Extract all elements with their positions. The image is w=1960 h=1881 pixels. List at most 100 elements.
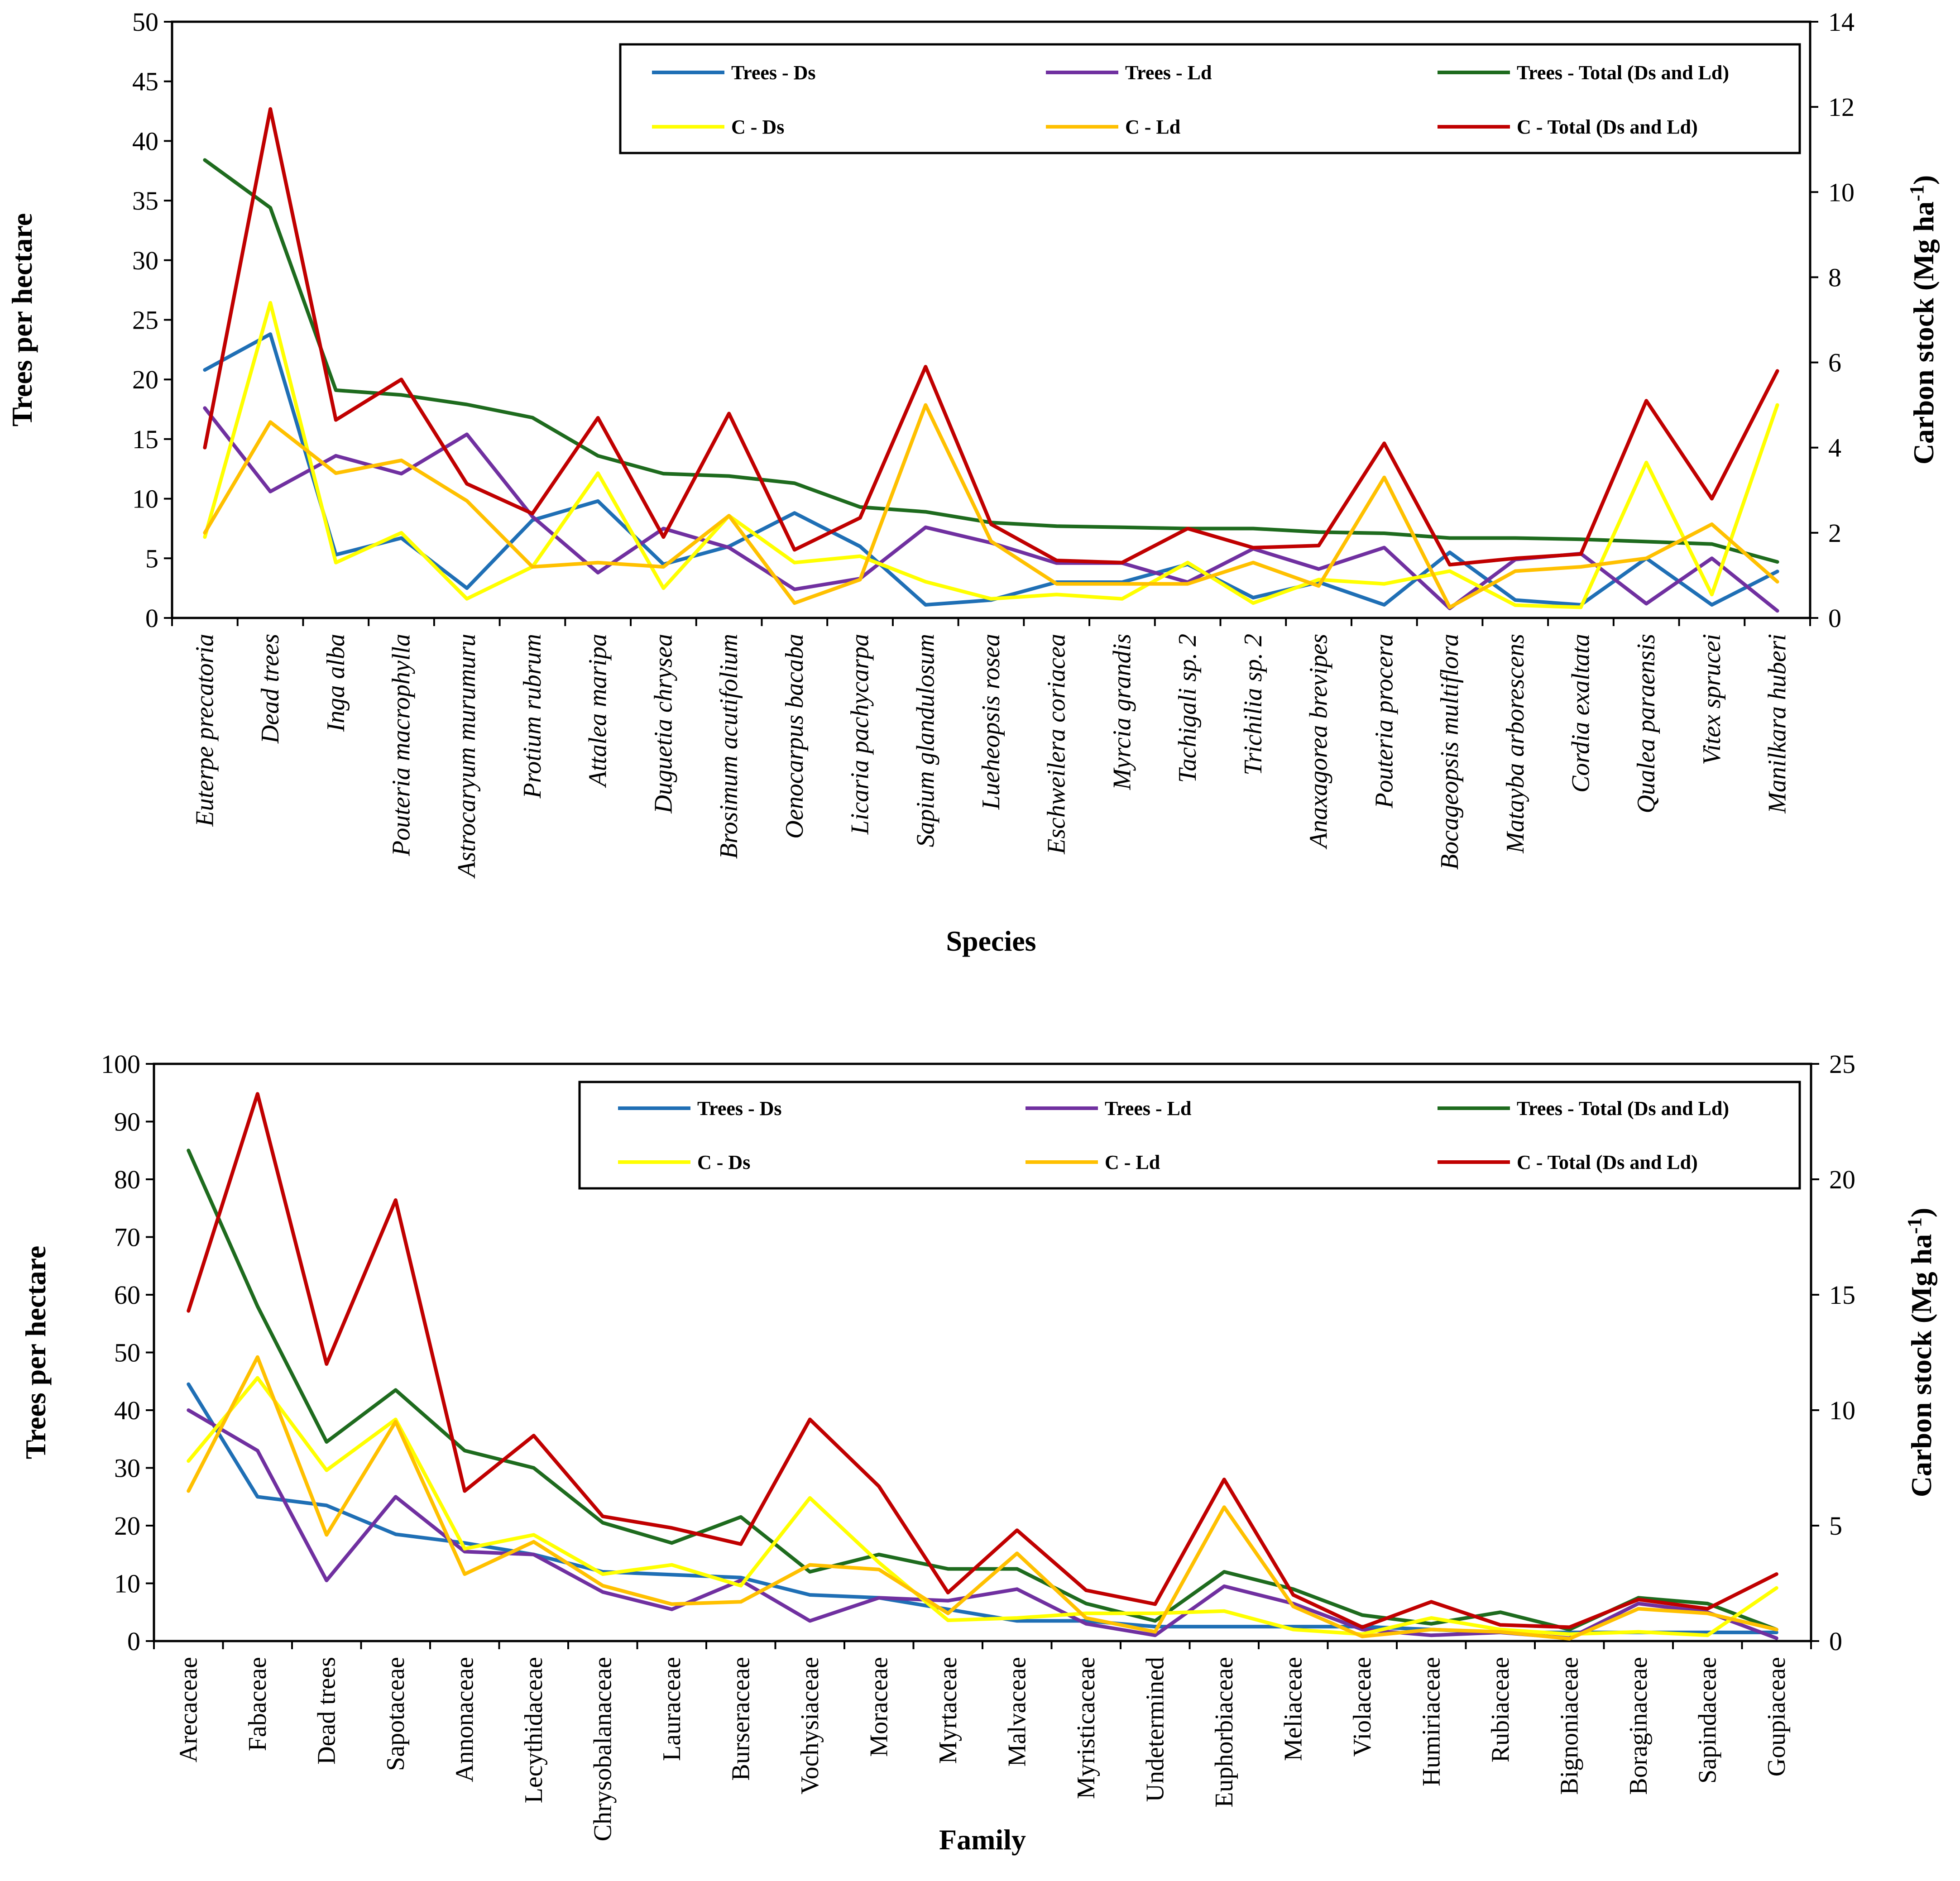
x-axis-title: Species	[946, 925, 1036, 957]
y-tick-label: 70	[114, 1223, 140, 1252]
y2-tick-label: 15	[1829, 1280, 1855, 1310]
y2-tick-label: 10	[1829, 1396, 1855, 1425]
y2-tick-label: 6	[1828, 348, 1841, 378]
category-label: Myrcia grandis	[1108, 634, 1136, 790]
y2-tick-label: 2	[1828, 518, 1841, 548]
category-label: Sapotaceae	[382, 1657, 410, 1771]
category-label: Violaceae	[1348, 1657, 1376, 1757]
category-label: Duguetia chrysea	[649, 634, 677, 814]
category-label: Tachigali sp. 2	[1174, 634, 1202, 783]
category-label: Sapindaceae	[1693, 1657, 1721, 1784]
category-label: Rubiaceae	[1486, 1657, 1514, 1762]
y-axis-title: Trees per hectare	[19, 1246, 52, 1460]
y2-tick-label: 0	[1829, 1627, 1842, 1656]
y2-tick-label: 8	[1828, 263, 1841, 292]
y-tick-label: 50	[132, 7, 158, 37]
category-label: Matayba arborescens	[1501, 634, 1529, 854]
category-label: Oenocarpus bacaba	[781, 634, 809, 839]
legend-label-c-ds: C - Ds	[697, 1151, 750, 1173]
category-label: Fabaceae	[244, 1657, 272, 1751]
legend-label-trees-ds: Trees - Ds	[731, 62, 816, 84]
y-tick-label: 30	[132, 246, 158, 275]
category-label: Arecaceae	[174, 1657, 202, 1762]
series-line-c-total	[203, 107, 1779, 567]
y-tick-label: 5	[145, 544, 158, 573]
y2-tick-label: 14	[1828, 7, 1855, 37]
category-label: Trichilia sp. 2	[1239, 634, 1267, 775]
y-tick-label: 90	[114, 1107, 140, 1137]
y-tick-label: 0	[127, 1627, 140, 1656]
y-tick-label: 20	[114, 1511, 140, 1541]
y2-tick-label: 12	[1828, 92, 1855, 122]
x-axis-title: Family	[939, 1824, 1026, 1856]
legend-label-trees-ds: Trees - Ds	[697, 1097, 782, 1120]
legend-label-c-total: C - Total (Ds and Ld)	[1517, 116, 1698, 138]
y-tick-label: 0	[145, 603, 158, 633]
legend-label-c-ld: C - Ld	[1105, 1151, 1160, 1173]
y2-tick-label: 10	[1828, 177, 1855, 207]
category-label: Bignoniaceae	[1555, 1657, 1583, 1795]
legend-label-trees-ld: Trees - Ld	[1105, 1097, 1191, 1120]
series-line-trees-ld	[203, 406, 1779, 613]
category-label: Qualea paraensis	[1632, 634, 1660, 814]
category-label: Manilkara huberi	[1764, 634, 1792, 814]
category-label: Annonaceae	[450, 1657, 479, 1782]
category-label: Boraginaceae	[1625, 1657, 1653, 1795]
category-label: Licaria pachycarpa	[846, 634, 874, 835]
category-label: Meliaceae	[1279, 1657, 1307, 1761]
category-label: Vitex sprucei	[1698, 634, 1726, 765]
category-label: Anaxagorea brevipes	[1305, 634, 1333, 850]
y-tick-label: 100	[101, 1049, 140, 1079]
category-label: Inga alba	[322, 634, 350, 732]
y-tick-label: 60	[114, 1280, 140, 1310]
legend-label-c-ld: C - Ld	[1125, 116, 1180, 138]
y2-axis-title: Carbon stock (Mg ha-1)	[1906, 175, 1940, 464]
category-label: Myrtaceae	[934, 1657, 962, 1764]
legend-label-trees-total: Trees - Total (Ds and Ld)	[1517, 62, 1729, 84]
family-chart: 0 10 20 30 40 50 60 70 80 90 100 0 5 10 15 20 25 Arecacea…	[19, 1049, 1937, 1856]
y2-tick-label: 4	[1828, 433, 1841, 463]
y-tick-label: 40	[114, 1396, 140, 1425]
series-line-trees-ds	[203, 332, 1779, 607]
y-tick-label: 40	[132, 126, 158, 156]
category-label: Astrocaryum murumuru	[453, 634, 481, 879]
series-line-c-ds	[203, 301, 1779, 609]
legend-label-c-total: C - Total (Ds and Ld)	[1517, 1151, 1698, 1173]
y2-tick-label: 0	[1828, 603, 1841, 633]
category-label: Burseraceae	[727, 1657, 755, 1781]
category-label: Lecythidaceae	[520, 1657, 548, 1803]
category-label: Cordia exaltata	[1567, 634, 1595, 793]
category-label: Malvaceae	[1003, 1657, 1031, 1766]
y-tick-label: 50	[114, 1338, 140, 1368]
series-line-c-ld	[187, 1355, 1778, 1641]
legend-label-c-ds: C - Ds	[731, 116, 784, 138]
y-axis-title: Trees per hectare	[6, 213, 38, 427]
series-line-trees-total	[203, 158, 1779, 564]
legend-label-trees-ld: Trees - Ld	[1125, 62, 1212, 84]
y-tick-label: 25	[132, 306, 158, 335]
y2-axis-title: Carbon stock (Mg ha-1)	[1903, 1208, 1937, 1497]
y-tick-label: 10	[114, 1569, 140, 1599]
y2-tick-label: 20	[1829, 1165, 1855, 1194]
category-label: Undetermined	[1141, 1657, 1169, 1802]
category-label: Brosimum acutifolium	[715, 634, 743, 859]
category-label: Attalea maripa	[584, 634, 612, 789]
category-label: Moraceae	[865, 1657, 893, 1757]
series-line-c-total	[187, 1092, 1778, 1629]
category-label: Chrysobalanaceae	[589, 1657, 617, 1841]
y-tick-label: 15	[132, 425, 158, 454]
legend	[619, 43, 1801, 154]
category-label: Dead trees	[256, 634, 284, 744]
y2-tick-label: 5	[1829, 1511, 1842, 1541]
category-label: Goupiaceae	[1763, 1657, 1791, 1776]
category-label: Pouteria procera	[1370, 634, 1398, 809]
species-chart: 0 5 10 15 20 25 30 35 40 45 50 0 2 4 6 8 10 12 14 Euterpe p…	[6, 7, 1940, 957]
series-line-trees-total	[187, 1149, 1778, 1632]
y-tick-label: 45	[132, 67, 158, 96]
category-label: Sapium glandulosum	[911, 634, 939, 847]
y-tick-label: 35	[132, 186, 158, 215]
series-line-trees-ld	[187, 1408, 1778, 1640]
category-label: Protium rubrum	[518, 634, 546, 799]
y-tick-label: 30	[114, 1454, 140, 1483]
